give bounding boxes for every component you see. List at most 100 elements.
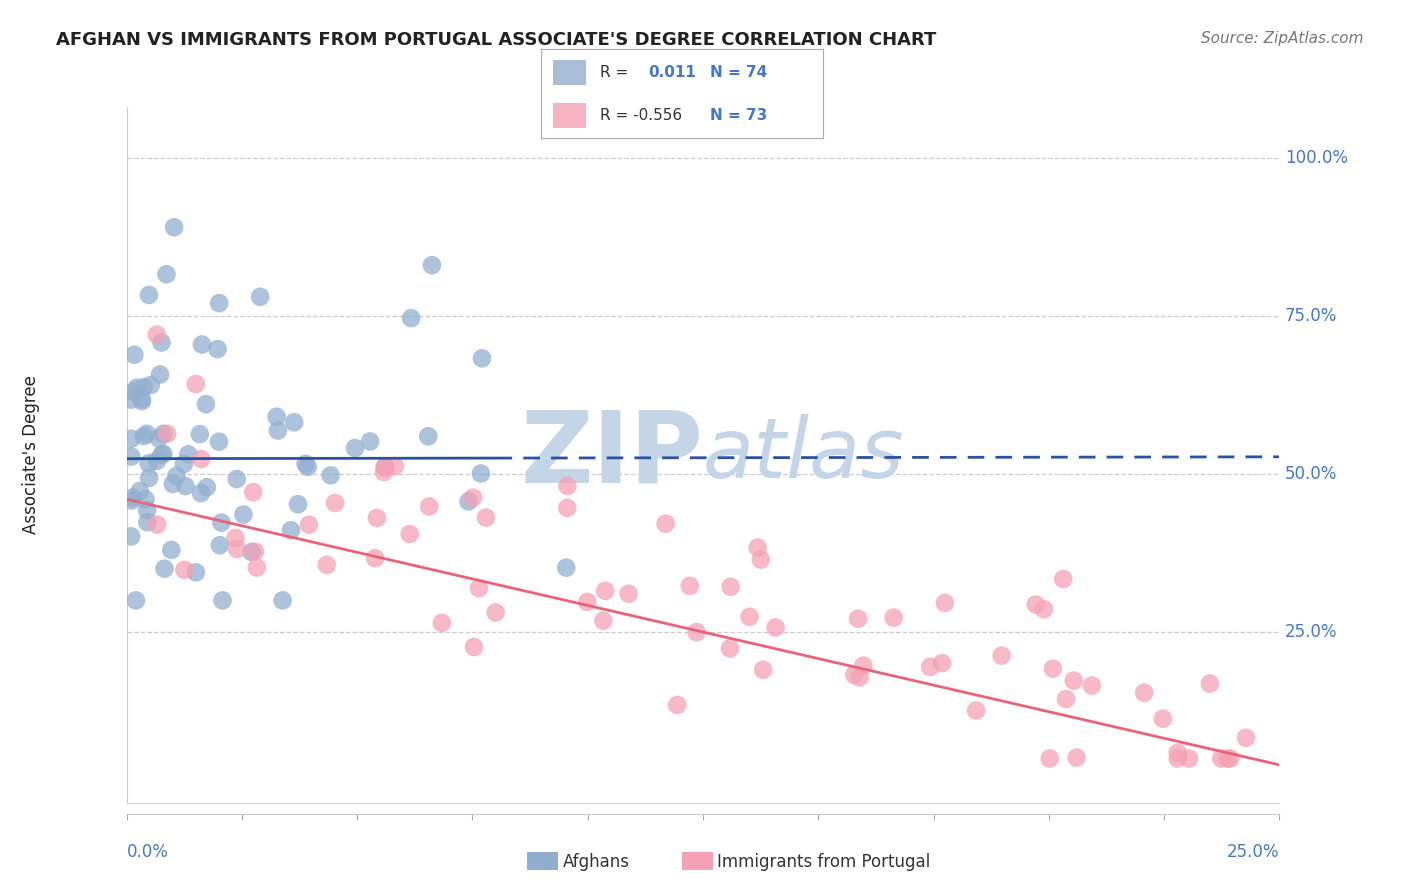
Point [283,415,305,429]
Point [920,660,942,674]
Point [1152,712,1174,726]
Point [271,593,294,607]
Point [226,541,249,556]
Point [160,543,183,558]
Point [418,500,440,514]
Bar [553,103,586,128]
Point [208,434,231,449]
Text: R = -0.556: R = -0.556 [600,108,682,122]
Text: ZIP: ZIP [520,407,703,503]
Point [177,447,200,461]
Point [747,541,769,555]
Point [298,517,321,532]
Point [138,288,160,302]
Point [593,583,616,598]
Point [125,593,148,607]
Point [174,479,197,493]
Text: Associate's Degree: Associate's Degree [22,376,39,534]
Text: R =: R = [600,65,628,79]
Point [120,392,142,407]
Point [162,477,184,491]
Point [344,441,367,455]
Point [1167,746,1189,760]
Point [468,581,491,595]
Point [188,427,211,442]
Point [576,595,599,609]
Text: 25.0%: 25.0% [1285,623,1337,641]
Point [184,377,207,392]
Point [374,459,396,474]
Point [883,610,905,624]
Point [1199,676,1222,690]
Text: 0.011: 0.011 [648,65,696,79]
Point [1063,673,1085,688]
Point [1211,751,1233,765]
Point [138,456,160,470]
Bar [553,60,586,85]
Point [718,641,741,656]
Point [266,409,288,424]
Text: 100.0%: 100.0% [1285,149,1348,167]
Point [1039,751,1062,765]
Point [1178,751,1201,765]
Point [135,426,157,441]
Point [1216,751,1239,765]
Point [131,392,153,406]
Point [1042,662,1064,676]
Point [166,468,188,483]
Point [249,290,271,304]
Point [420,258,443,272]
Point [720,580,742,594]
Text: Source: ZipAtlas.com: Source: ZipAtlas.com [1201,31,1364,46]
Point [146,327,169,342]
Point [131,394,153,409]
Point [297,459,319,474]
Point [749,552,772,566]
Point [267,424,290,438]
Text: 50.0%: 50.0% [1285,465,1337,483]
Point [208,296,231,310]
Point [240,545,263,559]
Point [184,566,207,580]
Point [1054,692,1077,706]
Point [666,698,689,712]
Point [173,457,195,471]
Point [475,510,498,524]
Point [232,508,254,522]
Point [194,397,217,411]
Text: 0.0%: 0.0% [127,843,169,861]
Point [461,491,484,505]
Point [1066,750,1088,764]
Point [846,612,869,626]
Point [120,432,142,446]
Point [124,348,146,362]
Point [418,429,440,443]
Point [136,503,159,517]
Point [122,384,145,399]
Point [359,434,381,449]
Point [150,448,173,462]
Point [246,560,269,574]
Point [457,494,479,508]
Text: 75.0%: 75.0% [1285,307,1337,325]
Point [138,471,160,485]
Point [934,596,956,610]
Point [150,335,173,350]
Point [398,527,420,541]
Point [399,311,422,326]
Text: Afghans: Afghans [562,853,630,871]
Point [134,492,156,507]
Point [323,496,346,510]
Point [470,467,492,481]
Text: AFGHAN VS IMMIGRANTS FROM PORTUGAL ASSOCIATE'S DEGREE CORRELATION CHART: AFGHAN VS IMMIGRANTS FROM PORTUGAL ASSOC… [56,31,936,49]
Point [765,620,787,634]
Text: 25.0%: 25.0% [1227,843,1279,861]
Point [173,563,195,577]
Point [153,562,176,576]
Point [155,267,177,281]
Point [243,544,266,558]
Point [208,538,231,552]
Point [120,493,142,508]
Point [1081,679,1104,693]
Point [484,606,506,620]
